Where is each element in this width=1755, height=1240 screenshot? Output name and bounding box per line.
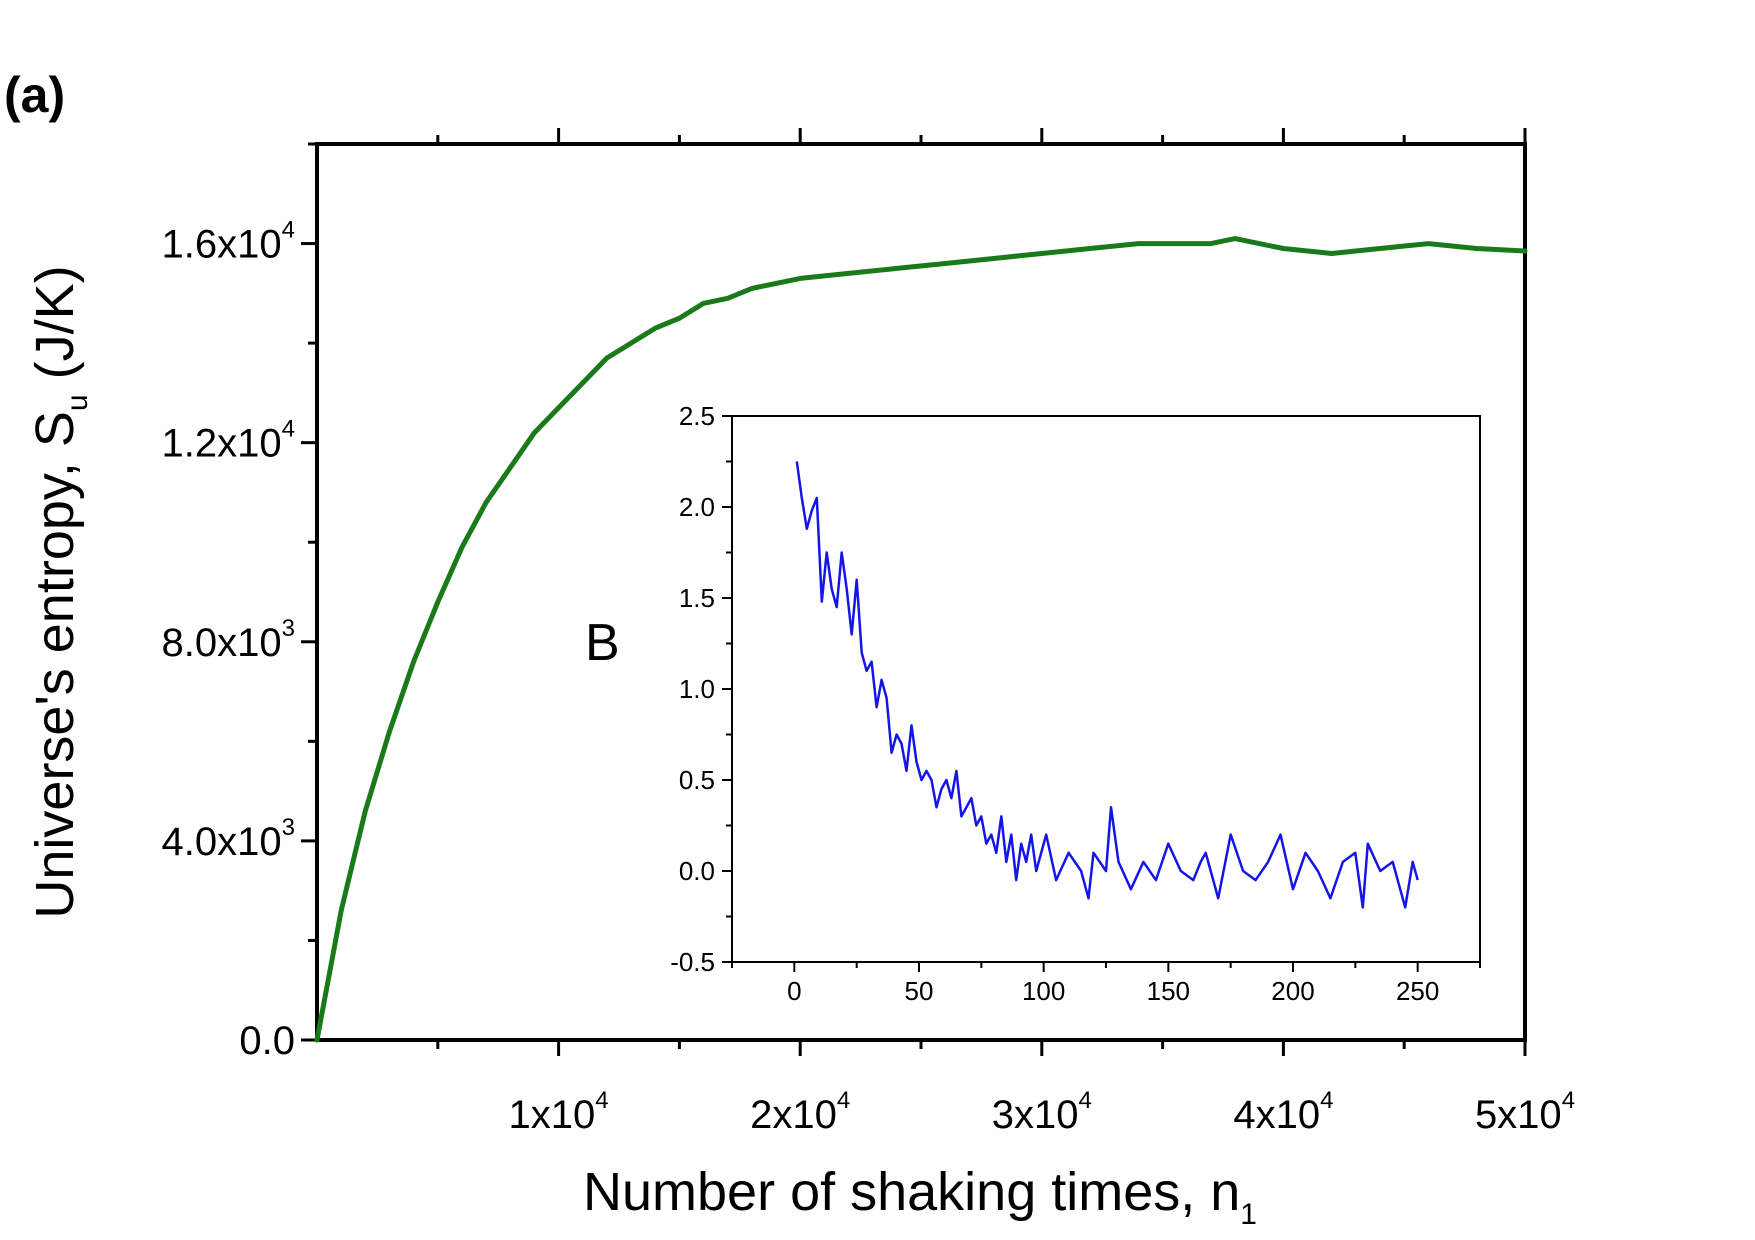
- inset-y-tick-labels: -0.5 0.0 0.5 1.0 1.5 2.0 2.5: [670, 401, 715, 977]
- inset-x-ticks: [731, 962, 1481, 972]
- main-x-tick-label: 2x104: [750, 1087, 850, 1137]
- main-y-tick-label: 1.2x104: [162, 416, 295, 466]
- main-y-tick-label: 1.6x104: [162, 217, 295, 267]
- main-y-tick-labels: 0.0 4.0x103 8.0x103 1.2x104 1.6x104: [162, 217, 295, 1063]
- inset-x-tick-label: 250: [1396, 976, 1439, 1006]
- inset-y-tick-label: 0.0: [679, 856, 715, 886]
- inset-x-tick-label: 150: [1147, 976, 1190, 1006]
- main-y-ticks: [301, 142, 317, 1042]
- main-y-tick-label: 0.0: [239, 1019, 295, 1063]
- inset-chart: 0 50 100 150 200 250 -0.5 0.0 0.5 1.0 1.5 2.0 2.5 B: [585, 401, 1481, 1006]
- inset-y-axis-label: B: [585, 614, 620, 672]
- main-x-tick-label: 1x104: [509, 1087, 609, 1137]
- b-series-line: [795, 461, 1419, 909]
- inset-y-tick-label: 1.5: [679, 583, 715, 613]
- main-chart: 1x104 2x104 3x104 4x104 5x104 0.0 4.0x103 8.0x…: [25, 128, 1575, 1231]
- inset-x-tick-label: 100: [1022, 976, 1065, 1006]
- main-x-tick-label: 3x104: [992, 1087, 1092, 1137]
- inset-plot-frame: [731, 415, 1481, 963]
- main-x-axis-label: Number of shaking times, n1: [583, 1162, 1257, 1231]
- main-x-tick-label: 4x104: [1233, 1087, 1333, 1137]
- inset-y-tick-label: 2.0: [679, 492, 715, 522]
- main-x-tick-labels: 1x104 2x104 3x104 4x104 5x104: [509, 1087, 1576, 1137]
- inset-y-tick-label: 2.5: [679, 401, 715, 431]
- inset-y-tick-label: -0.5: [670, 947, 715, 977]
- inset-y-ticks: [722, 415, 732, 963]
- main-plot-frame: [315, 142, 1527, 1042]
- inset-x-tick-labels: 0 50 100 150 200 250: [787, 976, 1439, 1006]
- inset-x-tick-label: 0: [787, 976, 801, 1006]
- entropy-series-line: [314, 236, 1528, 1043]
- main-y-tick-label: 8.0x103: [162, 615, 295, 665]
- main-x-tick-label: 5x104: [1475, 1087, 1575, 1137]
- inset-x-tick-label: 50: [905, 976, 934, 1006]
- inset-y-tick-label: 0.5: [679, 765, 715, 795]
- main-x-ticks: [436, 128, 1527, 1056]
- main-y-tick-label: 4.0x103: [162, 814, 295, 864]
- panel-label: (a): [4, 67, 65, 123]
- inset-y-tick-label: 1.0: [679, 674, 715, 704]
- inset-x-tick-label: 200: [1271, 976, 1314, 1006]
- main-y-axis-label: Universe's entropy, Su (J/K): [25, 265, 94, 918]
